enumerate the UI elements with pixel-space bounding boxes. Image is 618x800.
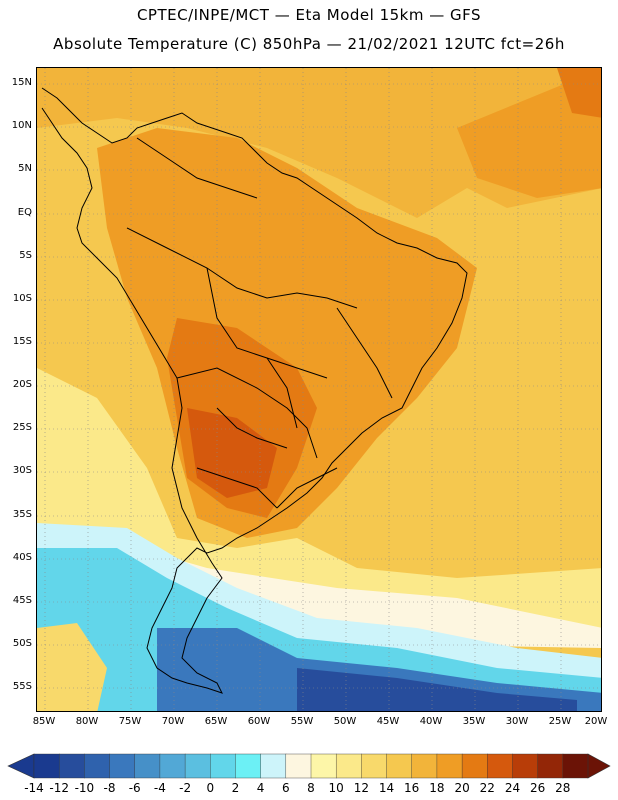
colorbar-cell — [260, 753, 287, 779]
colorbar-label: 14 — [378, 781, 395, 795]
colorbar-cell — [411, 753, 438, 779]
colorbar-label: 22 — [479, 781, 495, 795]
colorbar-cell — [159, 753, 186, 779]
colorbar — [7, 753, 611, 779]
colorbar-cell — [386, 753, 413, 779]
colorbar-label: 10 — [328, 781, 344, 795]
lat-label-20s: 20S — [12, 379, 32, 390]
lon-label-60w: 60W — [247, 716, 271, 727]
colorbar-cell — [285, 753, 312, 779]
colorbar-label: 28 — [555, 781, 571, 795]
colorbar-label: -4 — [153, 781, 166, 795]
colorbar-label: -14 — [24, 781, 44, 795]
colorbar-cell — [210, 753, 236, 779]
lat-label-eq: EQ — [17, 207, 32, 218]
colorbar-label: 4 — [256, 781, 265, 795]
colorbar-cell — [512, 753, 539, 779]
lat-label-10s: 10S — [12, 293, 32, 304]
colorbar-cell — [84, 753, 111, 779]
chart-title-line-2: Absolute Temperature (C) 850hPa — 21/02/… — [53, 35, 565, 53]
colorbar-label: -6 — [128, 781, 141, 795]
lat-label-30s: 30S — [12, 465, 32, 476]
field-ocean-ne-hot — [557, 68, 601, 118]
lon-label-80w: 80W — [75, 716, 99, 727]
lat-label-5s: 5S — [19, 250, 32, 261]
chart-title-line-1: CPTEC/INPE/MCT — Eta Model 15km — GFS — [136, 6, 482, 24]
colorbar-cell — [58, 753, 85, 779]
field-ocean-ne-warm — [457, 68, 601, 198]
colorbar-cell — [235, 753, 262, 779]
lat-label-35s: 35S — [12, 509, 32, 520]
colorbar-cell — [335, 753, 362, 779]
field-cold-dark — [297, 668, 577, 711]
lat-label-15s: 15S — [12, 336, 32, 347]
coastline — [41, 87, 468, 694]
colorbar-cell — [109, 753, 136, 779]
colorbar-label: 8 — [307, 781, 315, 795]
lat-label-10n: 10N — [11, 120, 32, 131]
colorbar-label: -12 — [49, 781, 69, 795]
colorbar-label: -2 — [179, 781, 192, 795]
lat-label-5n: 5N — [18, 163, 32, 174]
lon-label-35w: 35W — [462, 716, 486, 727]
colorbar-cell — [487, 753, 513, 779]
lon-label-55w: 55W — [290, 716, 314, 727]
temperature-map — [36, 67, 602, 712]
lat-label-45s: 45S — [12, 595, 32, 606]
colorbar-label: -8 — [103, 781, 116, 795]
colorbar-label: -10 — [74, 781, 95, 795]
lon-label-50w: 50W — [333, 716, 357, 727]
colorbar-cell — [461, 753, 488, 779]
colorbar-cell — [33, 753, 60, 779]
lon-label-40w: 40W — [419, 716, 443, 727]
field-cold-blue — [157, 628, 601, 711]
field-continent-core — [187, 408, 277, 498]
lon-label-25w: 25W — [548, 716, 572, 727]
lat-label-25s: 25S — [12, 422, 32, 433]
colorbar-label: 16 — [404, 781, 420, 795]
lat-label-40s: 40S — [12, 552, 32, 563]
lon-label-20w: 20W — [584, 716, 608, 727]
colorbar-label: 24 — [504, 781, 521, 795]
lon-label-45w: 45W — [376, 716, 400, 727]
colorbar-label: 2 — [231, 781, 240, 795]
colorbar-cell — [562, 753, 589, 779]
colorbar-cell — [310, 753, 337, 779]
colorbar-cell — [134, 753, 161, 779]
colorbar-label: 12 — [353, 781, 370, 795]
colorbar-cell — [436, 753, 463, 779]
colorbar-label: 0 — [206, 781, 215, 795]
lon-label-65w: 65W — [204, 716, 228, 727]
colorbar-cell — [361, 753, 388, 779]
colorbar-label: 18 — [429, 781, 445, 795]
colorbar-cell — [537, 753, 564, 779]
colorbar-label: 26 — [529, 781, 546, 795]
colorbar-cell — [184, 753, 211, 779]
lon-label-85w: 85W — [32, 716, 56, 727]
colorbar-high-arrow — [587, 753, 611, 779]
field-ocean-north — [37, 68, 601, 218]
lat-label-15n: 15N — [11, 77, 32, 88]
lon-label-30w: 30W — [505, 716, 529, 727]
lon-label-75w: 75W — [118, 716, 142, 727]
lat-label-55s: 55S — [12, 681, 32, 692]
colorbar-label: 6 — [281, 781, 290, 795]
lon-label-70w: 70W — [161, 716, 185, 727]
colorbar-low-arrow — [7, 753, 35, 779]
lat-label-50s: 50S — [12, 638, 32, 649]
colorbar-label: 20 — [454, 781, 470, 795]
